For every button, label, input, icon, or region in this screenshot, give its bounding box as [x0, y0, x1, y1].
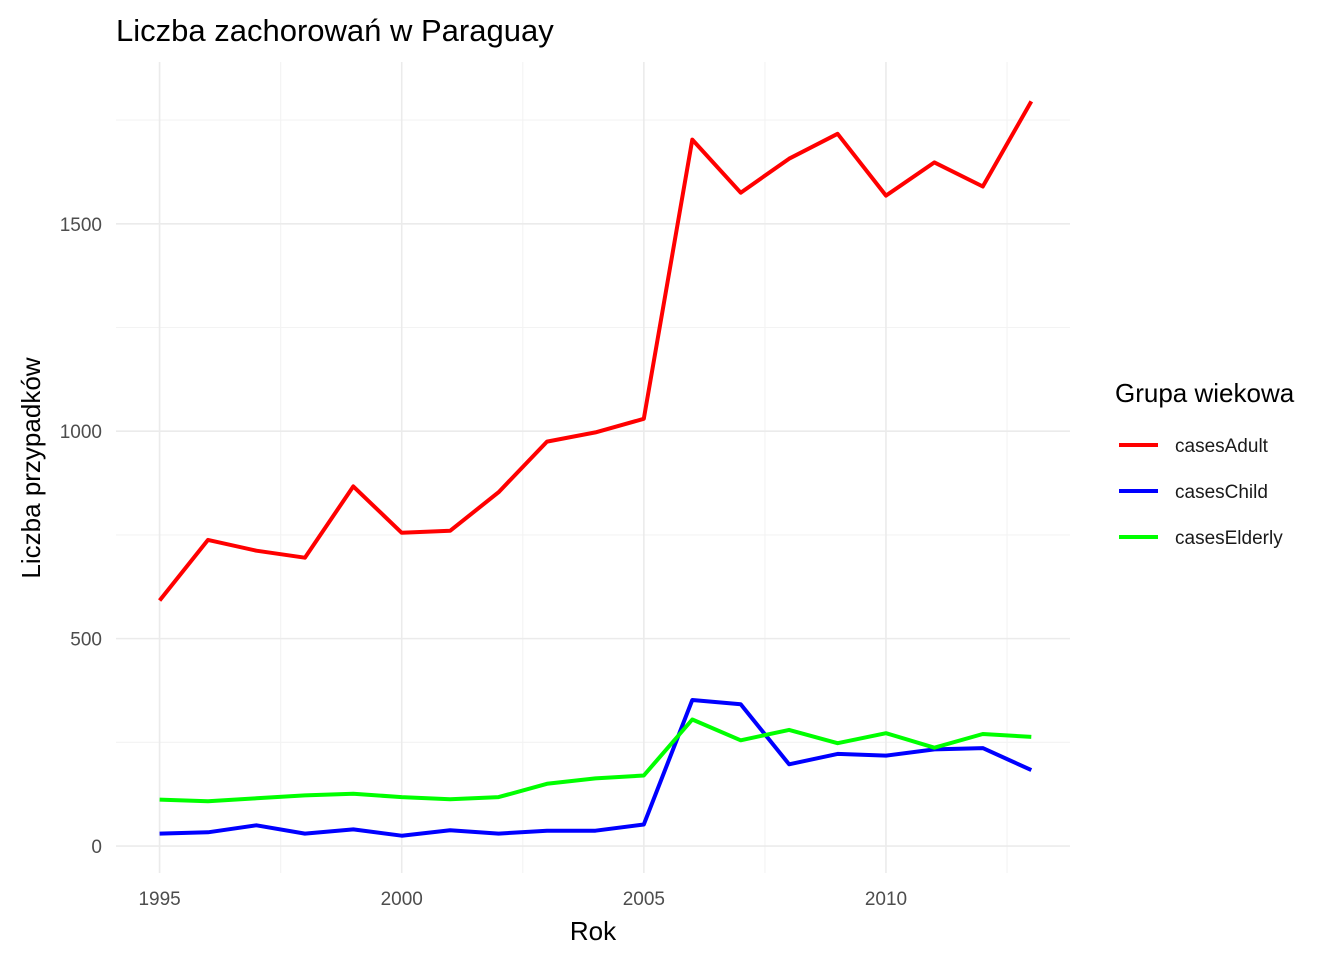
- x-tick-label: 1995: [138, 889, 180, 910]
- series-line-casesElderly: [159, 717, 1032, 804]
- legend: Grupa wiekowa casesAdult casesChild casesE…: [1115, 378, 1295, 549]
- x-axis-title: Rok: [570, 916, 617, 946]
- y-tick-label: 1500: [60, 215, 102, 236]
- y-tick-label: 0: [91, 837, 102, 858]
- legend-label-casesAdult: casesAdult: [1175, 436, 1269, 457]
- series-line-casesAdult: [158, 100, 1034, 602]
- legend-label-casesChild: casesChild: [1175, 482, 1268, 503]
- x-tick-label: 2010: [865, 889, 907, 910]
- series-lines: [158, 100, 1034, 838]
- legend-label-casesElderly: casesElderly: [1175, 528, 1283, 549]
- chart-title: Liczba zachorowań w Paraguay: [116, 13, 554, 48]
- legend-items: casesAdult casesChild casesElderly: [1119, 436, 1283, 549]
- x-tick-label: 2000: [381, 889, 423, 910]
- series-line-casesChild: [159, 698, 1033, 838]
- tick-labels: 1995 2000 2005 2010 0 500 1000 1500: [60, 215, 907, 910]
- x-tick-label: 2005: [623, 889, 665, 910]
- legend-title: Grupa wiekowa: [1115, 378, 1295, 408]
- y-tick-label: 1000: [60, 422, 102, 443]
- y-axis-title: Liczba przypadków: [16, 357, 46, 578]
- y-tick-label: 500: [70, 630, 102, 651]
